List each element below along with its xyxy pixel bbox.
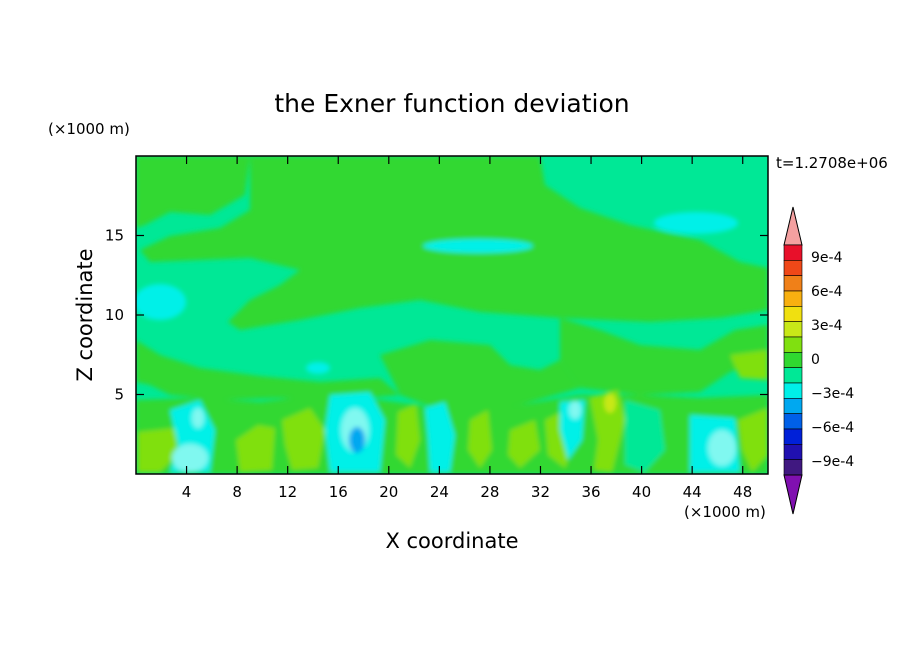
x-tick-label: 40 bbox=[632, 483, 651, 501]
colorbar-label: 9e-4 bbox=[811, 250, 843, 266]
colorbar-swatch bbox=[783, 260, 803, 276]
colorbar-top-arrow bbox=[783, 206, 803, 246]
colorbar-label: 3e-4 bbox=[811, 318, 843, 334]
colorbar-swatch bbox=[783, 398, 803, 414]
cyan-lens-mid bbox=[423, 239, 533, 253]
y-unit-label: (×1000 m) bbox=[48, 120, 130, 138]
colorbar-swatch bbox=[783, 336, 803, 353]
x-tick-label: 8 bbox=[232, 483, 242, 501]
colorbar: 9e-4 6e-4 3e-4 0 −3e-4 −6e-4 −9e-4 bbox=[783, 206, 854, 515]
colorbar-swatch bbox=[783, 306, 803, 322]
y-axis-title: Z coordinate bbox=[73, 248, 97, 381]
x-tick-label: 48 bbox=[733, 483, 752, 501]
colorbar-swatch bbox=[783, 275, 803, 292]
colorbar-swatch bbox=[783, 244, 803, 261]
colorbar-label: 0 bbox=[811, 352, 820, 368]
colorbar-label: −3e-4 bbox=[811, 386, 854, 402]
x-tick-label: 4 bbox=[182, 483, 192, 501]
x-axis-ticks: 4 8 12 16 20 24 28 32 36 40 44 48 bbox=[182, 156, 752, 501]
yellow-cell bbox=[604, 393, 616, 413]
colorbar-label: −9e-4 bbox=[811, 454, 854, 470]
y-tick-label: 15 bbox=[105, 227, 124, 245]
y-tick-label: 5 bbox=[114, 386, 124, 404]
x-tick-label: 16 bbox=[329, 483, 348, 501]
colorbar-swatch bbox=[783, 428, 803, 445]
x-tick-label: 12 bbox=[278, 483, 297, 501]
colorbar-swatch bbox=[783, 290, 803, 307]
x-tick-label: 36 bbox=[581, 483, 600, 501]
chart-title: the Exner function deviation bbox=[274, 89, 629, 118]
green-region-mid bbox=[380, 340, 580, 410]
x-unit-label: (×1000 m) bbox=[684, 503, 766, 521]
colorbar-bottom-arrow bbox=[783, 474, 803, 515]
cyan-lens-upper-right bbox=[654, 212, 738, 234]
colorbar-swatch bbox=[783, 382, 803, 399]
y-axis-ticks: 5 10 15 bbox=[105, 227, 768, 404]
time-label: t=1.2708e+06 bbox=[776, 154, 888, 172]
green-region-right-edge bbox=[730, 350, 768, 380]
x-tick-label: 32 bbox=[531, 483, 550, 501]
x-tick-label: 28 bbox=[480, 483, 499, 501]
colorbar-label: 6e-4 bbox=[811, 284, 843, 300]
colorbar-swatch bbox=[783, 367, 803, 384]
y-tick-label: 10 bbox=[105, 306, 124, 324]
green-region-right-lobe bbox=[560, 318, 768, 395]
green-region-upper-left bbox=[136, 156, 250, 228]
min-cell-core bbox=[349, 427, 365, 453]
contour-field bbox=[136, 156, 768, 474]
x-tick-label: 20 bbox=[379, 483, 398, 501]
yellowgreen-cell-1 bbox=[138, 428, 178, 472]
x-axis-title: X coordinate bbox=[385, 529, 518, 553]
colorbar-swatch bbox=[783, 413, 803, 430]
colorbar-swatch bbox=[783, 459, 803, 476]
colorbar-label: −6e-4 bbox=[811, 420, 854, 436]
colorbar-swatch bbox=[783, 321, 803, 338]
colorbar-swatch bbox=[783, 444, 803, 460]
x-tick-label: 44 bbox=[683, 483, 702, 501]
green-region-lower-left bbox=[136, 340, 400, 400]
cyan-lens-left bbox=[136, 284, 186, 320]
colorbar-swatch bbox=[783, 352, 803, 368]
x-tick-label: 24 bbox=[430, 483, 449, 501]
